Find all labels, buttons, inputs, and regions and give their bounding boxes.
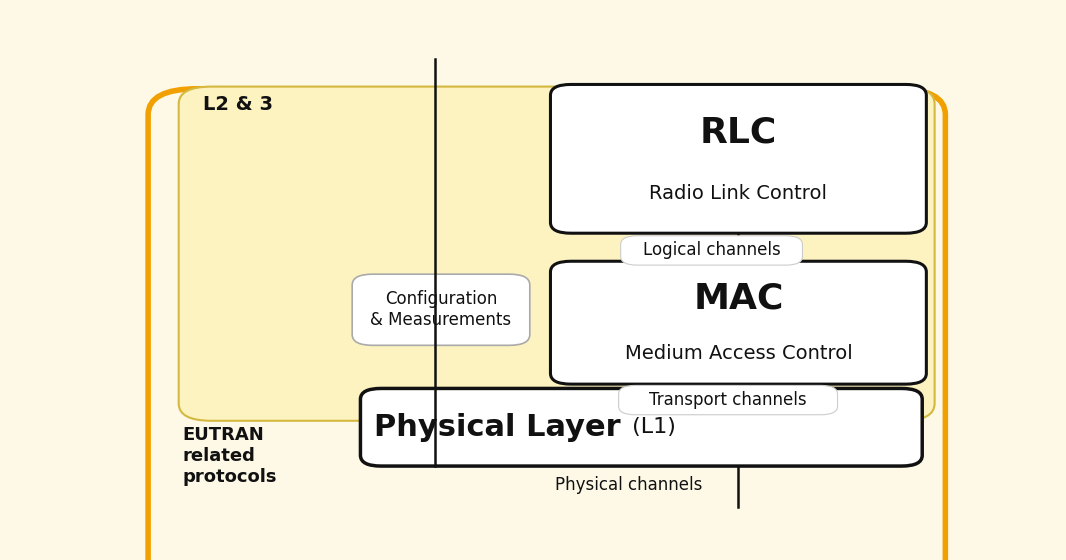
- FancyBboxPatch shape: [148, 88, 946, 560]
- Text: RLC: RLC: [699, 115, 777, 149]
- FancyBboxPatch shape: [618, 385, 838, 415]
- Text: Configuration
& Measurements: Configuration & Measurements: [370, 290, 512, 329]
- Text: (L1): (L1): [625, 417, 676, 437]
- FancyBboxPatch shape: [550, 85, 926, 233]
- Text: Logical channels: Logical channels: [643, 241, 780, 259]
- Text: EUTRAN
related
protocols: EUTRAN related protocols: [183, 426, 277, 486]
- Text: MAC: MAC: [693, 281, 784, 315]
- Text: Transport channels: Transport channels: [649, 391, 807, 409]
- FancyBboxPatch shape: [620, 236, 803, 265]
- FancyBboxPatch shape: [352, 274, 530, 346]
- FancyBboxPatch shape: [179, 87, 935, 421]
- FancyBboxPatch shape: [360, 389, 922, 466]
- Text: Medium Access Control: Medium Access Control: [625, 344, 853, 363]
- Text: Radio Link Control: Radio Link Control: [649, 184, 827, 203]
- Text: Physical channels: Physical channels: [555, 475, 702, 493]
- Text: L2 & 3: L2 & 3: [204, 95, 274, 114]
- Text: Physical Layer: Physical Layer: [374, 413, 620, 442]
- FancyBboxPatch shape: [550, 261, 926, 384]
